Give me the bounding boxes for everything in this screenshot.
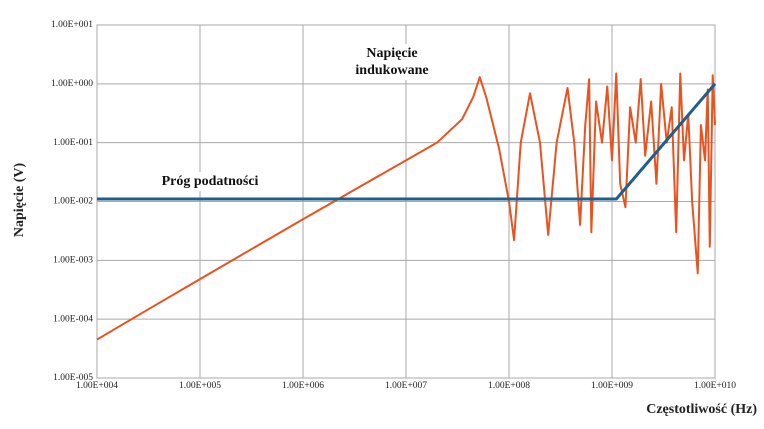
y-tick-label: 1.00E+000: [51, 79, 93, 89]
y-axis-title: Napięcie (V): [12, 163, 27, 238]
series-line: [97, 82, 717, 201]
x-tick-label: 1.00E+004: [76, 381, 118, 391]
x-tick-label: 1.00E+005: [179, 381, 221, 391]
y-tick-label: 1.00E-003: [53, 256, 93, 266]
x-tick-label: 1.00E+009: [591, 381, 633, 391]
y-tick-label: 1.00E-004: [53, 314, 93, 324]
series-annotation: Próg podatności: [146, 172, 274, 191]
series-line: [96, 72, 716, 341]
series-annotation: Napięcie indukowane: [338, 44, 446, 80]
y-tick-label: 1.00E-005: [53, 373, 93, 383]
y-tick-label: 1.00E-001: [53, 138, 93, 148]
x-axis-title: Częstotliwość (Hz): [646, 402, 757, 417]
y-tick-label: 1.00E-002: [53, 197, 93, 207]
x-tick-label: 1.00E+010: [694, 381, 736, 391]
x-tick-label: 1.00E+006: [282, 381, 324, 391]
x-tick-label: 1.00E+008: [488, 381, 530, 391]
x-tick-label: 1.00E+007: [385, 381, 427, 391]
y-tick-label: 1.00E+001: [51, 20, 93, 30]
